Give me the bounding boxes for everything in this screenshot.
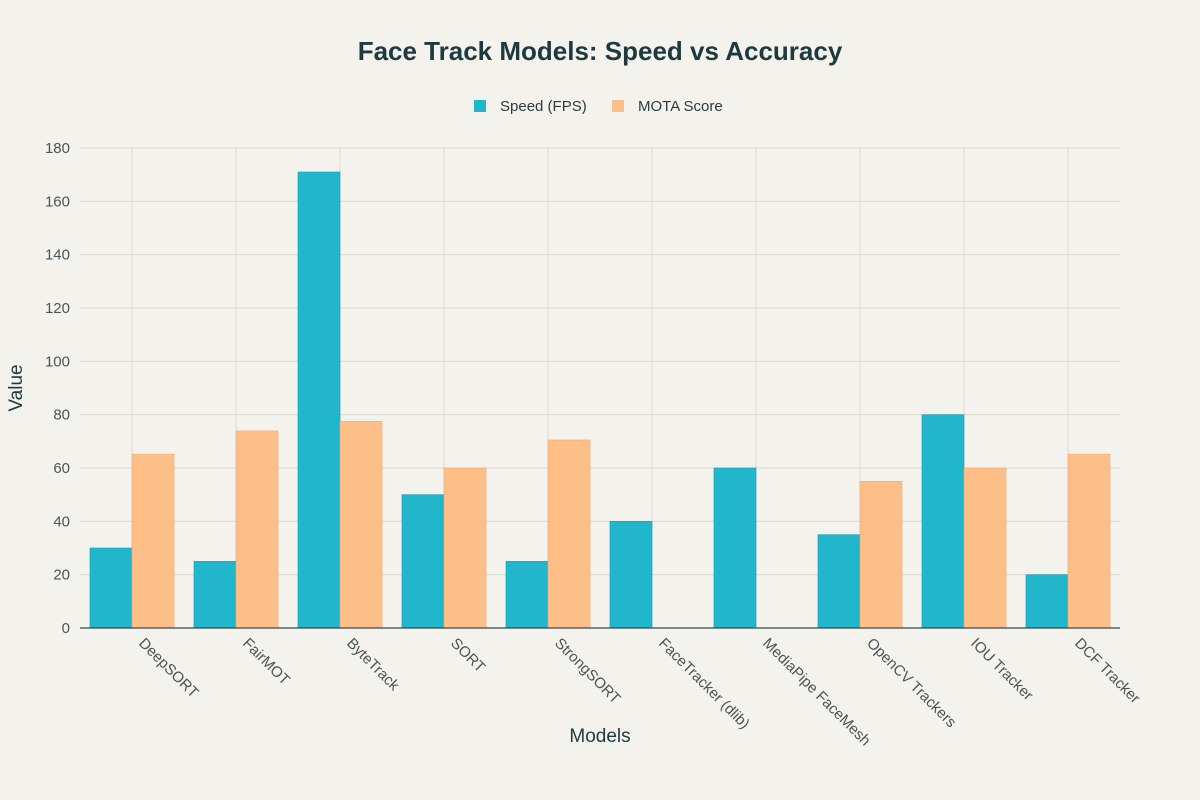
- x-axis-label: Models: [569, 726, 630, 747]
- bar-mota: [963, 467, 1007, 629]
- x-tick-label: DCF Tracker: [1071, 635, 1143, 707]
- bar-mota: [339, 421, 383, 629]
- x-tick-label: MediaPipe FaceMesh: [759, 635, 874, 750]
- bar-speed: [713, 467, 757, 629]
- y-tick-label: 40: [53, 513, 70, 530]
- x-axis-ticks: DeepSORT FairMOT ByteTrack SORT StrongSORT Fa…: [135, 635, 1143, 750]
- y-tick-label: 20: [53, 567, 70, 584]
- y-tick-label: 140: [45, 247, 70, 264]
- legend: Speed (FPS) MOTA Score: [474, 98, 723, 115]
- bar-mota: [131, 453, 175, 629]
- x-tick-label: FairMOT: [239, 635, 293, 689]
- legend-label: Speed (FPS): [500, 98, 587, 115]
- bar-mota: [235, 430, 279, 629]
- bar-speed: [89, 547, 133, 629]
- bar-mota: [443, 467, 487, 629]
- legend-label: MOTA Score: [638, 98, 723, 115]
- bar-speed: [505, 561, 549, 629]
- bar-mota: [1067, 453, 1111, 629]
- bar-speed: [609, 521, 653, 629]
- x-tick-label: StrongSORT: [551, 635, 624, 708]
- bar-speed: [817, 534, 861, 629]
- legend-swatch: [612, 100, 624, 112]
- y-tick-label: 80: [53, 407, 70, 424]
- x-tick-label: DeepSORT: [135, 635, 202, 702]
- bar-mota: [859, 481, 903, 629]
- x-tick-label: FaceTracker (dlib): [655, 635, 753, 733]
- bar-speed: [193, 561, 237, 629]
- legend-swatch: [474, 100, 486, 112]
- x-tick-label: OpenCV Trackers: [863, 635, 959, 731]
- y-tick-label: 160: [45, 193, 70, 210]
- y-axis-ticks: 0 20 40 60 80 100 120 140 160 180: [45, 140, 70, 637]
- bar-speed: [297, 171, 341, 629]
- bar-speed: [921, 414, 965, 629]
- x-tick-label: SORT: [447, 635, 488, 676]
- y-axis-label: Value: [6, 364, 27, 411]
- bar-mota: [547, 439, 591, 629]
- y-tick-label: 120: [45, 300, 70, 317]
- x-tick-label: ByteTrack: [343, 635, 403, 695]
- y-tick-label: 100: [45, 353, 70, 370]
- bars: [89, 171, 1111, 629]
- x-tick-label: IOU Tracker: [967, 635, 1036, 704]
- y-tick-label: 0: [62, 620, 70, 637]
- y-tick-label: 180: [45, 140, 70, 157]
- bar-speed: [1025, 574, 1069, 629]
- chart-title: Face Track Models: Speed vs Accuracy: [358, 36, 843, 66]
- bar-speed: [401, 494, 445, 629]
- y-tick-label: 60: [53, 460, 70, 477]
